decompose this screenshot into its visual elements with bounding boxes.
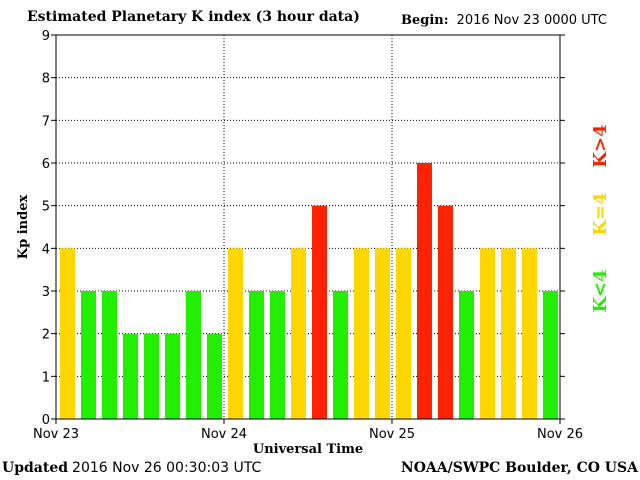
kp-bar: [417, 163, 432, 419]
legend-entry-mid: K=4: [590, 192, 611, 235]
kp-bar: [459, 291, 474, 419]
x-tick-label: Nov 24: [201, 427, 247, 442]
y-tick-label: 4: [42, 242, 50, 257]
kp-bar: [81, 291, 96, 419]
x-axis-title: Universal Time: [253, 442, 363, 457]
kp-bar: [249, 291, 264, 419]
y-tick-label: 0: [42, 413, 50, 428]
kp-bar: [123, 333, 138, 419]
kp-bar: [354, 248, 369, 419]
credit-text: NOAA/SWPC Boulder, CO USA: [400, 460, 638, 476]
y-tick-label: 6: [42, 157, 50, 172]
y-tick-label: 9: [42, 29, 50, 44]
legend-entry-low: K<4: [590, 269, 611, 312]
begin-value: 2016 Nov 23 0000 UTC: [456, 13, 607, 28]
updated-value: 2016 Nov 26 00:30:03 UTC: [72, 460, 262, 476]
kp-bar: [144, 333, 159, 419]
kp-bar: [165, 333, 180, 419]
y-axis-title: Kp index: [16, 195, 31, 260]
x-tick-labels: Nov 23 Nov 24 Nov 25 Nov 26: [33, 427, 583, 442]
axis-ticks: [51, 34, 565, 424]
kp-bar: [543, 291, 558, 419]
kp-bar: [333, 291, 348, 419]
x-tick-label: Nov 26: [537, 427, 583, 442]
kp-bar: [228, 248, 243, 419]
kp-bar: [375, 248, 390, 419]
chart-title: Estimated Planetary K index (3 hour data…: [27, 9, 360, 25]
y-tick-label: 5: [42, 200, 50, 215]
kp-bar: [396, 248, 411, 419]
updated-label: Updated: [2, 460, 69, 476]
legend-entry-high: K>4: [590, 124, 611, 167]
kp-bar: [522, 248, 537, 419]
x-tick-label: Nov 25: [369, 427, 415, 442]
y-tick-label: 3: [42, 285, 50, 300]
kp-bar: [102, 291, 117, 419]
kp-bar: [312, 205, 327, 419]
y-tick-labels: 0 1 2 3 4 5 6 7 8 9: [42, 29, 50, 428]
kp-bar: [480, 248, 495, 419]
kp-bar: [438, 205, 453, 419]
y-tick-label: 2: [42, 328, 50, 343]
begin-info: Begin: 2016 Nov 23 0000 UTC: [401, 13, 607, 28]
plot-frame: [55, 34, 561, 420]
kp-bar: [501, 248, 516, 419]
kp-bar: [270, 291, 285, 419]
bars: [60, 163, 558, 419]
updated-info: Updated 2016 Nov 26 00:30:03 UTC: [2, 460, 261, 476]
kp-bar: [207, 333, 222, 419]
y-tick-label: 7: [42, 114, 50, 129]
kp-bar: [186, 291, 201, 419]
kp-bar: [291, 248, 306, 419]
kp-bar: [60, 248, 75, 419]
begin-label: Begin:: [401, 13, 449, 28]
y-tick-label: 1: [42, 370, 50, 385]
y-tick-label: 8: [42, 72, 50, 87]
legend: K<4 K=4 K>4: [590, 124, 611, 312]
x-tick-label: Nov 23: [33, 427, 79, 442]
